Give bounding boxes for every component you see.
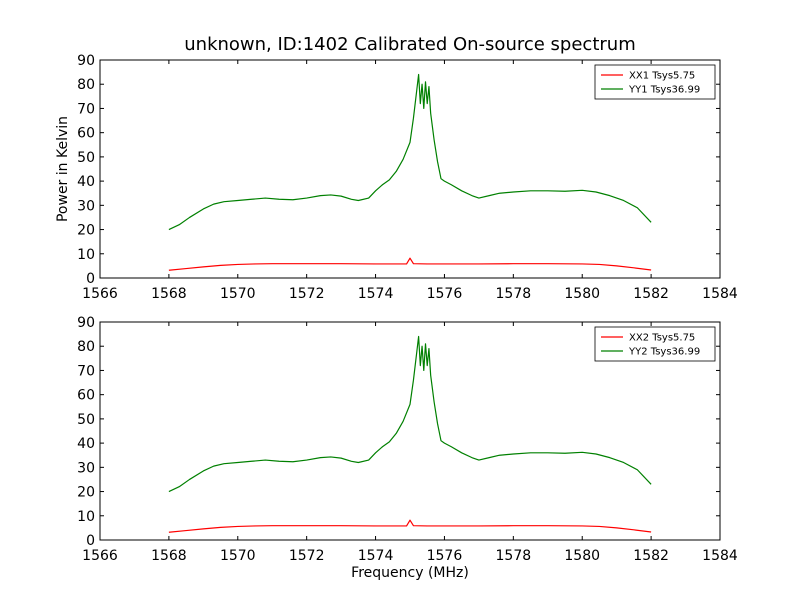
x-tick-label: 1582: [633, 548, 669, 564]
plot-frame: [99, 321, 721, 541]
x-tick-label: 1572: [289, 548, 325, 564]
y-tick-label: 50: [77, 412, 95, 428]
chart-title: unknown, ID:1402 Calibrated On-source sp…: [184, 34, 636, 55]
x-tick-label: 1578: [496, 286, 532, 302]
x-tick-label: 1574: [358, 286, 394, 302]
series-line-yy: [168, 335, 652, 493]
y-tick-label: 50: [77, 150, 95, 166]
y-tick-label: 20: [77, 223, 95, 239]
x-tick-label: 1568: [151, 286, 187, 302]
y-tick-label: 10: [77, 247, 95, 263]
x-tick-label: 1576: [427, 286, 463, 302]
y-tick-label: 80: [77, 77, 95, 93]
legend-label: XX2 Tsys5.75: [629, 333, 695, 344]
y-tick-label: 80: [77, 339, 95, 355]
legend-label: YY2 Tsys36.99: [628, 347, 700, 358]
legend-box: [594, 64, 716, 100]
x-tick-label: 1570: [220, 286, 256, 302]
y-tick-label: 30: [77, 460, 95, 476]
y-tick-label: 70: [77, 101, 95, 117]
series-line-yy: [168, 73, 652, 231]
x-tick-label: 1584: [702, 548, 738, 564]
x-axis-label: Frequency (MHz): [351, 565, 469, 581]
y-tick-label: 10: [77, 509, 95, 525]
legend-box: [594, 326, 716, 362]
x-tick-label: 1570: [220, 548, 256, 564]
plot-frame: [99, 59, 721, 279]
legend-label: YY1 Tsys36.99: [628, 85, 700, 96]
x-tick-label: 1582: [633, 286, 669, 302]
legend-label: XX1 Tsys5.75: [629, 71, 695, 82]
y-tick-label: 90: [77, 53, 95, 69]
x-tick-label: 1580: [564, 286, 600, 302]
y-tick-label: 70: [77, 363, 95, 379]
y-axis-label: Power in Kelvin: [55, 116, 71, 222]
y-tick-label: 90: [77, 315, 95, 331]
subplot-2: 1566 1568 1570 1572 1574 1576 1578 1580 1582 1584…: [77, 315, 738, 581]
y-tick-label: 60: [77, 388, 95, 404]
series-line-xx: [168, 257, 652, 271]
y-tick-label: 40: [77, 174, 95, 190]
x-tick-label: 1574: [358, 548, 394, 564]
y-tick-label: 30: [77, 198, 95, 214]
x-tick-label: 1580: [564, 548, 600, 564]
y-tick-label: 20: [77, 485, 95, 501]
x-tick-label: 1566: [82, 286, 118, 302]
y-tick-label: 0: [86, 271, 95, 287]
y-tick-label: 0: [86, 533, 95, 549]
series-line-xx: [168, 519, 652, 533]
x-tick-label: 1578: [496, 548, 532, 564]
x-tick-label: 1566: [82, 548, 118, 564]
x-tick-label: 1584: [702, 286, 738, 302]
subplot-1: 1566 1568 1570 1572 1574 1576 1578 1580 1582 1584…: [55, 53, 738, 302]
x-tick-label: 1576: [427, 548, 463, 564]
x-tick-label: 1568: [151, 548, 187, 564]
x-tick-label: 1572: [289, 286, 325, 302]
y-tick-label: 40: [77, 436, 95, 452]
y-tick-label: 60: [77, 126, 95, 142]
